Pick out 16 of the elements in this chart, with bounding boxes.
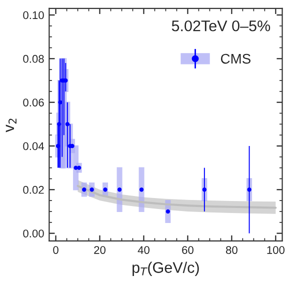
x-axis-title: p$_{T}$(GeV/c) — [132, 262, 199, 276]
annotation: 5.02TeV 0–5% — [172, 20, 270, 32]
x-tick-label: 60 — [182, 246, 194, 254]
x-tick-label: 100 — [267, 246, 285, 254]
y-axis-title: v$_{2}$ — [6, 118, 16, 132]
legend-label: CMS — [220, 54, 250, 64]
x-tick-label: 20 — [94, 246, 106, 254]
y-tick-label: 0.06 — [23, 98, 44, 106]
y-tick-label: 0.04 — [23, 142, 44, 150]
y-tick-label: 0.10 — [23, 11, 44, 20]
x-tick-label: 0 — [53, 246, 58, 254]
x-tick-label: 80 — [226, 246, 238, 254]
x-tick-label: 40 — [138, 246, 150, 254]
y-tick-label: 0.02 — [23, 186, 44, 194]
y-tick-label: 0.08 — [23, 54, 44, 63]
y-tick-label: 0.00 — [23, 230, 44, 238]
